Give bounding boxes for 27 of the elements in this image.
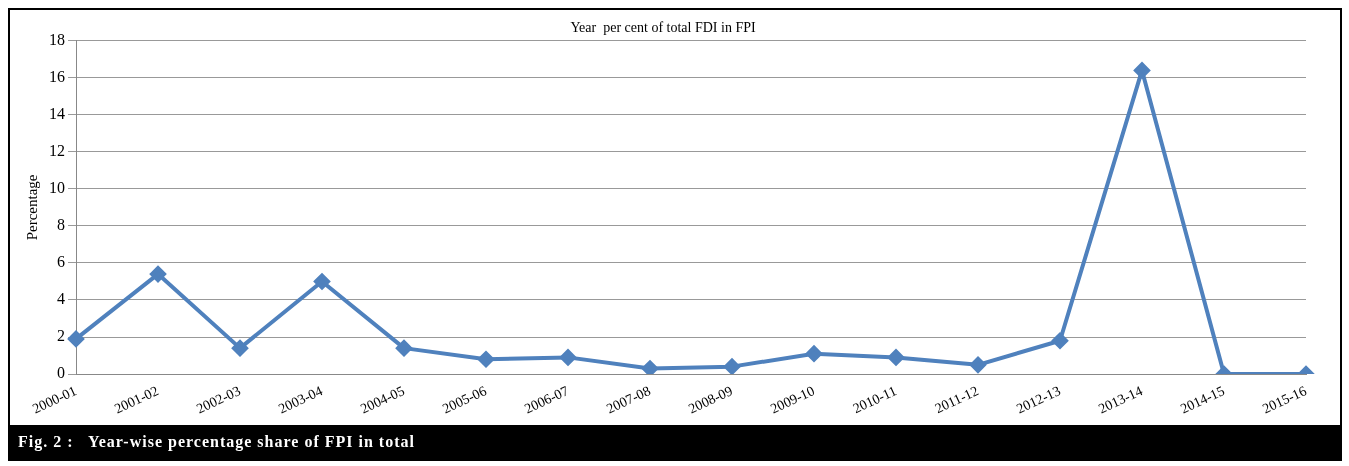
y-tick-label: 0 bbox=[57, 364, 65, 382]
point bbox=[1052, 332, 1068, 349]
point bbox=[642, 360, 658, 375]
point bbox=[560, 349, 576, 366]
y-tick-label: 8 bbox=[57, 216, 65, 234]
y-tick-label: 18 bbox=[49, 31, 65, 48]
point bbox=[396, 340, 412, 357]
y-tick-label: 12 bbox=[49, 142, 65, 160]
y-axis-title: Percentage bbox=[23, 174, 40, 241]
caption: Fig. 2 : Year-wise percentage share of FPI in total bbox=[10, 425, 1340, 459]
point bbox=[232, 340, 248, 357]
y-tick-label: 16 bbox=[49, 68, 65, 86]
y-tick-label: 6 bbox=[57, 253, 65, 271]
point bbox=[478, 351, 494, 368]
y-tick-label: 4 bbox=[57, 290, 65, 308]
y-tick-label: 2 bbox=[57, 327, 65, 345]
point bbox=[888, 349, 904, 366]
y-tick-label: 14 bbox=[49, 105, 65, 123]
point bbox=[806, 345, 822, 362]
point bbox=[1134, 62, 1150, 79]
point bbox=[314, 273, 330, 290]
y-tick-label: 10 bbox=[49, 179, 65, 197]
chart-title: Year per cent of total FDI in FPI bbox=[570, 20, 756, 36]
point bbox=[150, 266, 166, 283]
point bbox=[724, 358, 740, 375]
point bbox=[68, 330, 84, 347]
point bbox=[970, 356, 986, 373]
